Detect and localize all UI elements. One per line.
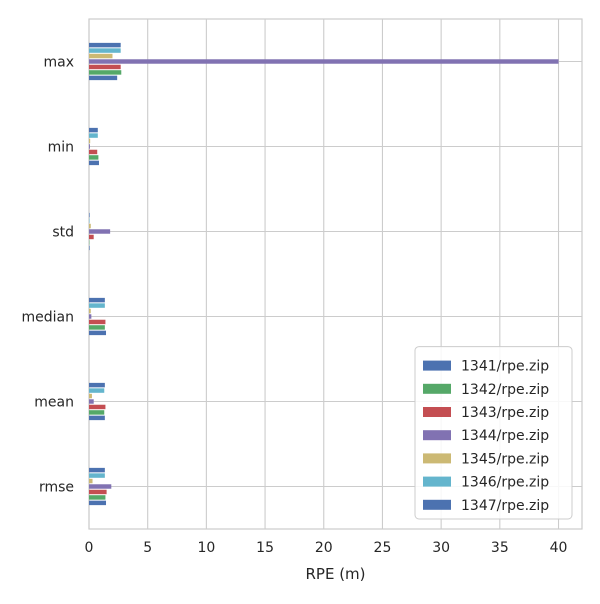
- bar-min-1347/rpe.zip: [89, 128, 98, 132]
- bar-max-1342/rpe.zip: [89, 70, 121, 74]
- bar-rmse-1344/rpe.zip: [89, 484, 111, 488]
- x-tick-label: 20: [315, 540, 333, 556]
- bar-rmse-1345/rpe.zip: [89, 479, 93, 483]
- x-tick-label: 15: [256, 540, 274, 556]
- bar-rmse-1346/rpe.zip: [89, 473, 105, 477]
- bar-rmse-1347/rpe.zip: [89, 468, 105, 472]
- legend-swatch-1342/rpe.zip: [423, 384, 451, 394]
- y-tick-label-rmse: rmse: [39, 480, 74, 496]
- bar-min-1344/rpe.zip: [89, 144, 90, 148]
- bar-min-1341/rpe.zip: [89, 161, 99, 165]
- bar-max-1344/rpe.zip: [89, 59, 559, 63]
- legend-label-1342/rpe.zip: 1342/rpe.zip: [461, 382, 549, 398]
- x-tick-label: 40: [550, 540, 568, 556]
- bar-max-1341/rpe.zip: [89, 76, 117, 80]
- legend-swatch-1344/rpe.zip: [423, 430, 451, 440]
- y-tick-label-max: max: [43, 55, 74, 71]
- bar-median-1343/rpe.zip: [89, 320, 105, 324]
- bar-min-1345/rpe.zip: [89, 139, 90, 143]
- legend-label-1344/rpe.zip: 1344/rpe.zip: [461, 428, 549, 444]
- bar-mean-1341/rpe.zip: [89, 416, 105, 420]
- bar-mean-1342/rpe.zip: [89, 410, 104, 414]
- bar-median-1347/rpe.zip: [89, 298, 105, 302]
- x-axis-label: RPE (m): [305, 565, 365, 583]
- x-tick-label: 35: [491, 540, 509, 556]
- bar-max-1347/rpe.zip: [89, 43, 121, 47]
- legend-label-1345/rpe.zip: 1345/rpe.zip: [461, 451, 549, 467]
- bar-min-1342/rpe.zip: [89, 155, 98, 159]
- bar-std-1345/rpe.zip: [89, 224, 91, 228]
- legend-label-1343/rpe.zip: 1343/rpe.zip: [461, 405, 549, 421]
- bar-mean-1346/rpe.zip: [89, 388, 104, 392]
- bar-mean-1345/rpe.zip: [89, 394, 92, 398]
- bar-median-1342/rpe.zip: [89, 325, 105, 329]
- legend-swatch-1346/rpe.zip: [423, 477, 451, 487]
- x-tick-label: 10: [197, 540, 215, 556]
- y-tick-label-median: median: [22, 310, 74, 326]
- x-tick-label: 5: [143, 540, 152, 556]
- legend-swatch-1343/rpe.zip: [423, 407, 451, 417]
- legend-swatch-1347/rpe.zip: [423, 500, 451, 510]
- bar-std-1343/rpe.zip: [89, 235, 94, 239]
- x-tick-label: 30: [432, 540, 450, 556]
- legend-label-1341/rpe.zip: 1341/rpe.zip: [461, 359, 549, 375]
- bar-mean-1343/rpe.zip: [89, 405, 105, 409]
- bar-rmse-1342/rpe.zip: [89, 495, 105, 499]
- bar-mean-1347/rpe.zip: [89, 383, 105, 387]
- bar-median-1344/rpe.zip: [89, 314, 91, 318]
- bar-median-1345/rpe.zip: [89, 309, 91, 313]
- legend-label-1346/rpe.zip: 1346/rpe.zip: [461, 475, 549, 491]
- bar-min-1346/rpe.zip: [89, 133, 98, 137]
- bar-median-1346/rpe.zip: [89, 303, 105, 307]
- bar-std-1344/rpe.zip: [89, 229, 110, 233]
- bar-max-1345/rpe.zip: [89, 54, 112, 58]
- x-tick-label: 0: [85, 540, 94, 556]
- bar-median-1341/rpe.zip: [89, 331, 106, 335]
- bar-min-1343/rpe.zip: [89, 150, 97, 154]
- bar-max-1346/rpe.zip: [89, 48, 121, 52]
- y-tick-label-min: min: [48, 140, 74, 156]
- x-tick-label: 25: [374, 540, 392, 556]
- bar-std-1347/rpe.zip: [89, 213, 90, 217]
- bar-rmse-1343/rpe.zip: [89, 490, 107, 494]
- legend-swatch-1341/rpe.zip: [423, 361, 451, 371]
- bar-std-1341/rpe.zip: [89, 246, 90, 250]
- y-tick-label-mean: mean: [34, 395, 74, 411]
- legend-swatch-1345/rpe.zip: [423, 453, 451, 463]
- y-tick-label-std: std: [52, 225, 74, 241]
- bar-rmse-1341/rpe.zip: [89, 501, 106, 505]
- bar-max-1343/rpe.zip: [89, 65, 121, 69]
- legend-label-1347/rpe.zip: 1347/rpe.zip: [461, 498, 549, 514]
- bar-mean-1344/rpe.zip: [89, 399, 94, 403]
